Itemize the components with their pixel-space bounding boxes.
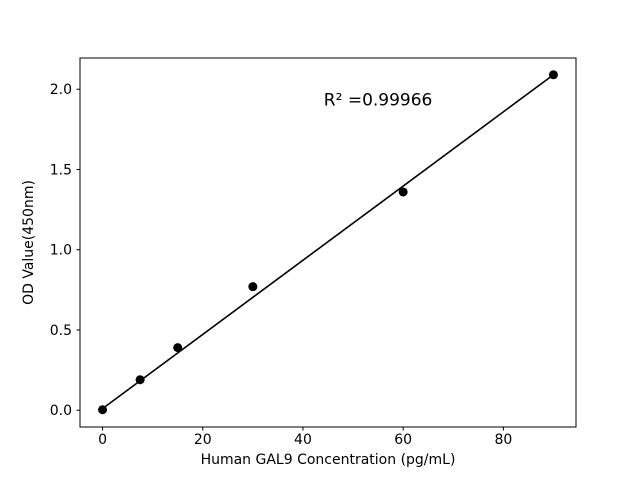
data-point [173,343,183,353]
data-point [548,70,558,80]
y-tick-label: 0.5 [50,323,72,339]
x-tick-label: 80 [494,432,512,448]
data-point [248,282,258,292]
x-tick-label: 20 [194,432,212,448]
trend-line [102,74,554,410]
x-tick-label: 0 [98,432,107,448]
y-tick-label: 1.5 [50,162,72,178]
x-tick-label: 60 [394,432,412,448]
data-point [398,187,408,197]
y-tick-label: 1.0 [50,243,72,259]
data-point [135,375,145,385]
x-axis-label: Human GAL9 Concentration (pg/mL) [201,452,456,468]
x-tick-label: 40 [294,432,312,448]
y-tick-label: 2.0 [50,82,72,98]
data-point [98,405,108,415]
r-squared-annotation: R² =0.99966 [324,90,433,110]
y-axis-label: OD Value(450nm) [21,180,37,305]
axes-frame [79,57,577,428]
y-tick-label: 0.0 [50,403,72,419]
